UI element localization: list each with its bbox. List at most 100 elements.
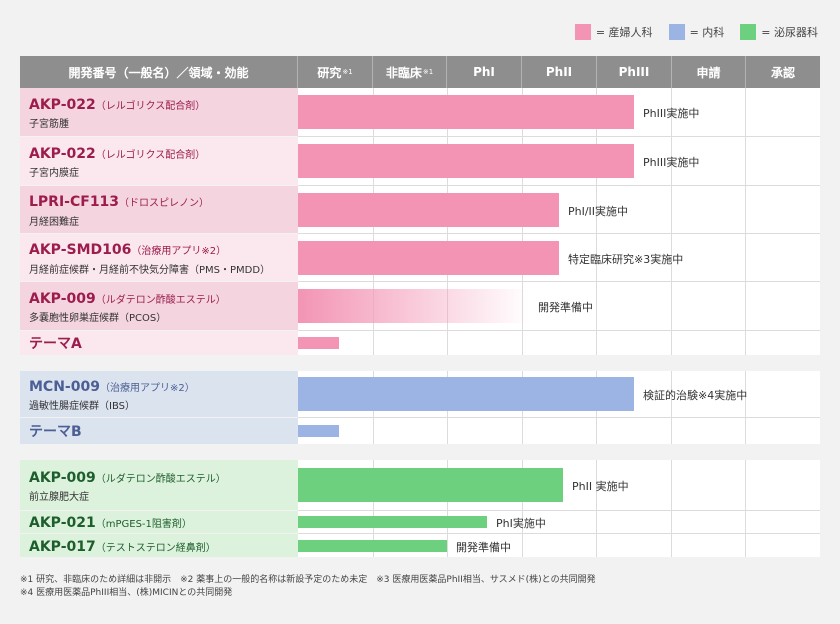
- header-phase-nonclinical-note: ※1: [422, 68, 434, 76]
- pipeline-row-name-cell: AKP-022（レルゴリクス配合剤） 子宮筋腫: [20, 88, 298, 136]
- pipeline-indication: 子宮内膜症: [29, 168, 79, 180]
- progress-status-label: PhII 実施中: [572, 480, 629, 493]
- gridline-v: [373, 460, 374, 557]
- progress-bar: [298, 241, 559, 275]
- gridline-h: [298, 281, 820, 282]
- progress-bar: [298, 468, 563, 502]
- pipeline-row-name-cell: AKP-SMD106（治療用アプリ※2） 月経前症候群・月経前不快気分障害（PMS…: [20, 234, 298, 281]
- progress-bar: [298, 377, 634, 411]
- gridline-h: [298, 417, 820, 418]
- header-phase-research-label: 研究: [317, 65, 342, 80]
- progress-status-label: 検証的治験※4実施中: [643, 389, 748, 402]
- legend-swatch-internal-medicine: [668, 24, 685, 40]
- pipeline-row-title: AKP-021（mPGES-1阻害剤）: [29, 512, 289, 532]
- legend: = 産婦人科 = 内科 = 泌尿器科: [574, 24, 818, 40]
- progress-bar: [298, 144, 634, 178]
- pipeline-row-title: AKP-017（テストステロン経鼻剤）: [29, 536, 289, 556]
- header-phase-research-note: ※1: [342, 68, 353, 76]
- header-name-column: 開発番号（一般名）／領域・効能: [20, 56, 298, 88]
- pipeline-indication: 月経前症候群・月経前不快気分障害（PMS・PMDD）: [29, 264, 271, 276]
- pipeline-row-name-cell: MCN-009（治療用アプリ※2） 過敏性腸症候群（IBS）: [20, 371, 298, 417]
- pipeline-generic-name: （mPGES-1阻害剤）: [95, 519, 192, 531]
- pipeline-indication: 過敏性腸症候群（IBS）: [29, 401, 135, 413]
- pipeline-generic-name: （レルゴリクス配合剤）: [95, 149, 206, 161]
- pipeline-generic-name: （ルダテロン酢酸エステル）: [95, 294, 226, 306]
- gridline-v: [745, 88, 746, 355]
- gridline-v: [671, 460, 672, 557]
- header-phase-ph2: PhII: [522, 56, 597, 88]
- pipeline-row-name-cell: AKP-022（レルゴリクス配合剤） 子宮内膜症: [20, 137, 298, 185]
- gridline-h: [298, 185, 820, 186]
- pipeline-row-title: LPRI-CF113（ドロスピレノン）: [29, 191, 289, 211]
- progress-status-label: PhI実施中: [496, 517, 546, 530]
- pipeline-code: AKP-021: [29, 515, 96, 532]
- pipeline-row-title: AKP-022（レルゴリクス配合剤）: [29, 143, 289, 163]
- footnote-2: ※4 医療用医薬品PhIII相当、(株)MICINとの共同開発: [20, 588, 233, 598]
- pipeline-generic-name: （ルダテロン酢酸エステル）: [95, 473, 226, 485]
- legend-label-internal-medicine: = 内科: [689, 26, 725, 39]
- pipeline-row-title: AKP-022（レルゴリクス配合剤）: [29, 94, 289, 114]
- pipeline-generic-name: （ドロスピレノン）: [119, 198, 210, 210]
- progress-bar: [298, 516, 487, 528]
- pipeline-generic-name: （テストステロン経鼻剤）: [95, 542, 216, 554]
- progress-bar: [298, 540, 447, 552]
- pipeline-indication: 前立腺肥大症: [29, 492, 89, 504]
- pipeline-row-title: AKP-SMD106（治療用アプリ※2）: [29, 239, 289, 259]
- header-phase-filing: 申請: [672, 56, 746, 88]
- footnote-1: ※1 研究、非臨床のため詳細は非開示 ※2 薬事上の一般的名称は新設予定のため未…: [20, 575, 596, 585]
- pipeline-code: AKP-SMD106: [29, 242, 132, 259]
- pipeline-code: AKP-009: [29, 469, 96, 486]
- gridline-v: [447, 460, 448, 557]
- progress-status-label: PhI/II実施中: [568, 205, 629, 218]
- gridline-v: [522, 460, 523, 557]
- gridline-v: [671, 371, 672, 444]
- progress-bar: [298, 289, 529, 323]
- progress-status-label: PhIII実施中: [643, 156, 700, 169]
- legend-item-urology: = 泌尿器科: [740, 24, 818, 40]
- progress-bar: [298, 425, 339, 437]
- gridline-v: [596, 460, 597, 557]
- gridline-v: [745, 460, 746, 557]
- pipeline-row-title: AKP-009（ルダテロン酢酸エステル）: [29, 467, 289, 487]
- pipeline-row-name-cell: LPRI-CF113（ドロスピレノン） 月経困難症: [20, 186, 298, 233]
- gridline-h: [298, 136, 820, 137]
- header-phase-ph3: PhIII: [597, 56, 672, 88]
- header-phase-ph1: PhI: [447, 56, 522, 88]
- pipeline-code: AKP-022: [29, 145, 96, 162]
- progress-status-label: 特定臨床研究※3実施中: [568, 253, 684, 266]
- legend-item-internal-medicine: = 内科: [668, 24, 725, 40]
- gridline-v: [745, 371, 746, 444]
- gridline-v: [596, 88, 597, 355]
- pipeline-indication: 月経困難症: [29, 216, 79, 228]
- pipeline-row-title: AKP-009（ルダテロン酢酸エステル）: [29, 288, 289, 308]
- pipeline-generic-name: （治療用アプリ※2）: [99, 382, 195, 394]
- pipeline-code: MCN-009: [29, 378, 100, 395]
- legend-swatch-gynecology: [574, 24, 591, 40]
- pipeline-code: AKP-017: [29, 538, 96, 555]
- pipeline-row-name-cell: AKP-021（mPGES-1阻害剤）: [20, 511, 298, 533]
- pipeline-row-title: テーマB: [29, 421, 289, 441]
- gridline-h: [298, 233, 820, 234]
- progress-bar: [298, 193, 559, 227]
- pipeline-indication: 多嚢胞性卵巣症候群（PCOS）: [29, 313, 167, 325]
- progress-status-label: 開発準備中: [538, 301, 593, 314]
- pipeline-row-name-cell: テーマB: [20, 418, 298, 444]
- pipeline-row-name-cell: テーマA: [20, 331, 298, 355]
- gridline-h: [298, 510, 820, 511]
- pipeline-indication: 子宮筋腫: [29, 119, 69, 131]
- header-phase-nonclinical: 非臨床 ※1: [373, 56, 447, 88]
- pipeline-row-name-cell: AKP-017（テストステロン経鼻剤）: [20, 534, 298, 557]
- header-phase-research: 研究 ※1: [298, 56, 373, 88]
- pipeline-code: AKP-009: [29, 290, 96, 307]
- pipeline-row-name-cell: AKP-009（ルダテロン酢酸エステル） 前立腺肥大症: [20, 460, 298, 510]
- pipeline-code: テーマB: [29, 424, 82, 441]
- legend-label-urology: = 泌尿器科: [761, 26, 818, 39]
- legend-item-gynecology: = 産婦人科: [574, 24, 653, 40]
- legend-swatch-urology: [740, 24, 757, 40]
- pipeline-generic-name: （治療用アプリ※2）: [131, 246, 227, 258]
- header-phase-nonclinical-label: 非臨床: [385, 65, 422, 80]
- header-phase-approval: 承認: [770, 65, 795, 80]
- pipeline-code: AKP-022: [29, 96, 96, 113]
- pipeline-row-name-cell: AKP-009（ルダテロン酢酸エステル） 多嚢胞性卵巣症候群（PCOS）: [20, 282, 298, 330]
